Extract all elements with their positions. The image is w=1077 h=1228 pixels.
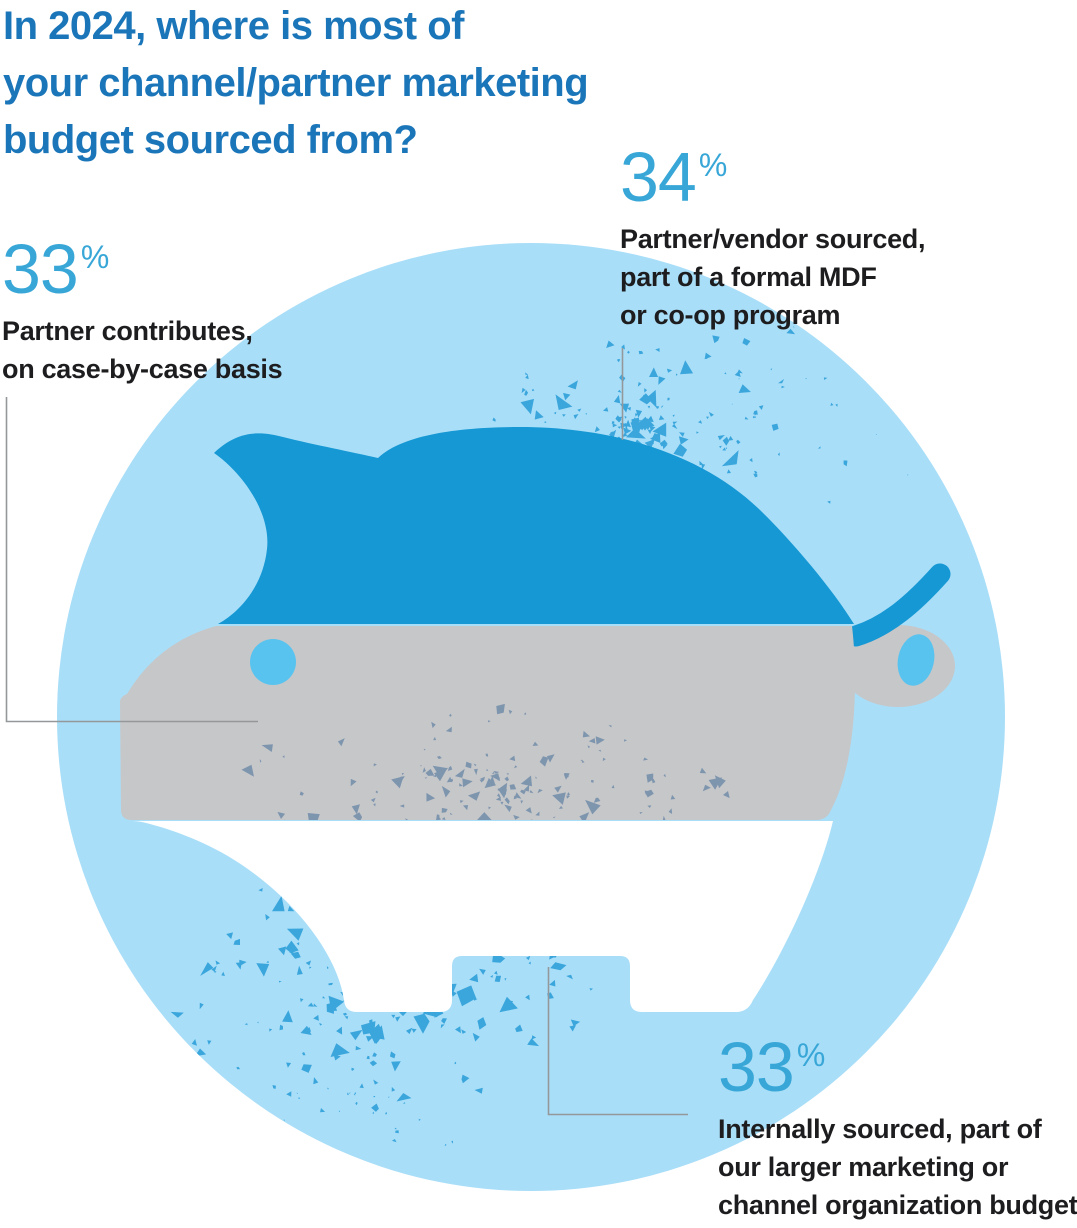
percent-sign: % [796, 1037, 825, 1073]
stat-partner-vendor: 34% Partner/vendor sourced, part of a fo… [620, 138, 926, 334]
stat-value: 33% [718, 1028, 1077, 1106]
stat-label-line: part of a formal MDF [620, 262, 877, 292]
stat-label-line: Partner/vendor sourced, [620, 224, 926, 254]
chart-title: In 2024, where is most of your channel/p… [3, 0, 589, 169]
stat-partner-contributes: 33% Partner contributes, on case-by-case… [2, 230, 283, 388]
stat-label-line: channel organization budget [718, 1190, 1077, 1220]
stat-label-line: our larger marketing or [718, 1152, 1009, 1182]
pig-tail [845, 563, 951, 647]
pig-middle-band [120, 626, 855, 820]
stat-internally-sourced: 33% Internally sourced, part of our larg… [718, 1028, 1077, 1224]
percent-sign: % [698, 147, 727, 183]
pig-eye [250, 639, 296, 685]
title-line: budget sourced from? [3, 118, 418, 162]
stat-label-line: on case-by-case basis [2, 354, 283, 384]
pig-bottom-band [133, 821, 833, 1012]
stat-label-line: Partner contributes, [2, 316, 253, 346]
pig-tail-curl-hole [897, 634, 935, 686]
stat-value: 33% [2, 230, 282, 308]
percent-sign: % [80, 239, 109, 275]
pig-top-band [214, 427, 854, 624]
title-line: your channel/partner marketing [3, 61, 589, 105]
leader-line-bottom [547, 967, 688, 1116]
confetti-texture-slate [241, 703, 730, 820]
leader-line-left [5, 397, 258, 723]
stat-number: 34 [620, 138, 697, 216]
title-line: In 2024, where is most of [3, 4, 465, 48]
stat-label: Partner/vendor sourced, part of a formal… [620, 220, 926, 334]
stat-label-line: Internally sourced, part of [718, 1114, 1042, 1144]
stat-label-line: or co-op program [620, 300, 841, 330]
stat-label: Partner contributes, on case-by-case bas… [2, 312, 283, 388]
stat-number: 33 [718, 1028, 795, 1106]
stat-value: 34% [620, 138, 925, 216]
leader-lines [5, 348, 688, 1116]
stat-label: Internally sourced, part of our larger m… [718, 1110, 1077, 1224]
stat-number: 33 [2, 230, 79, 308]
